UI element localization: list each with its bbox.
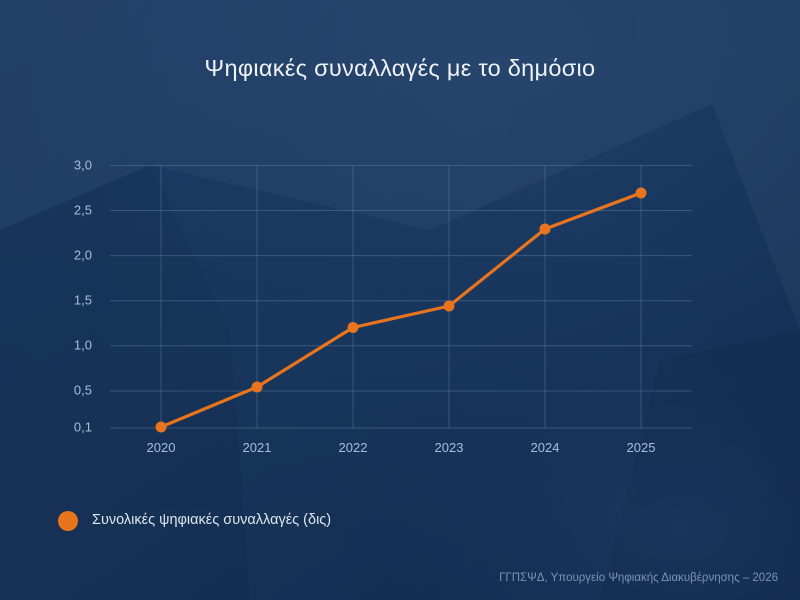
svg-text:2020: 2020 xyxy=(147,440,176,455)
svg-text:2023: 2023 xyxy=(435,440,464,455)
svg-text:3,0: 3,0 xyxy=(74,158,92,173)
svg-text:2,0: 2,0 xyxy=(74,248,92,263)
svg-text:2024: 2024 xyxy=(531,440,560,455)
svg-text:1,0: 1,0 xyxy=(74,338,92,353)
svg-text:1,5: 1,5 xyxy=(74,293,92,308)
svg-text:0,5: 0,5 xyxy=(74,383,92,398)
svg-text:2,5: 2,5 xyxy=(74,203,92,218)
svg-text:2022: 2022 xyxy=(339,440,368,455)
svg-text:0,1: 0,1 xyxy=(74,420,92,435)
svg-text:2025: 2025 xyxy=(627,440,656,455)
svg-text:2021: 2021 xyxy=(243,440,272,455)
